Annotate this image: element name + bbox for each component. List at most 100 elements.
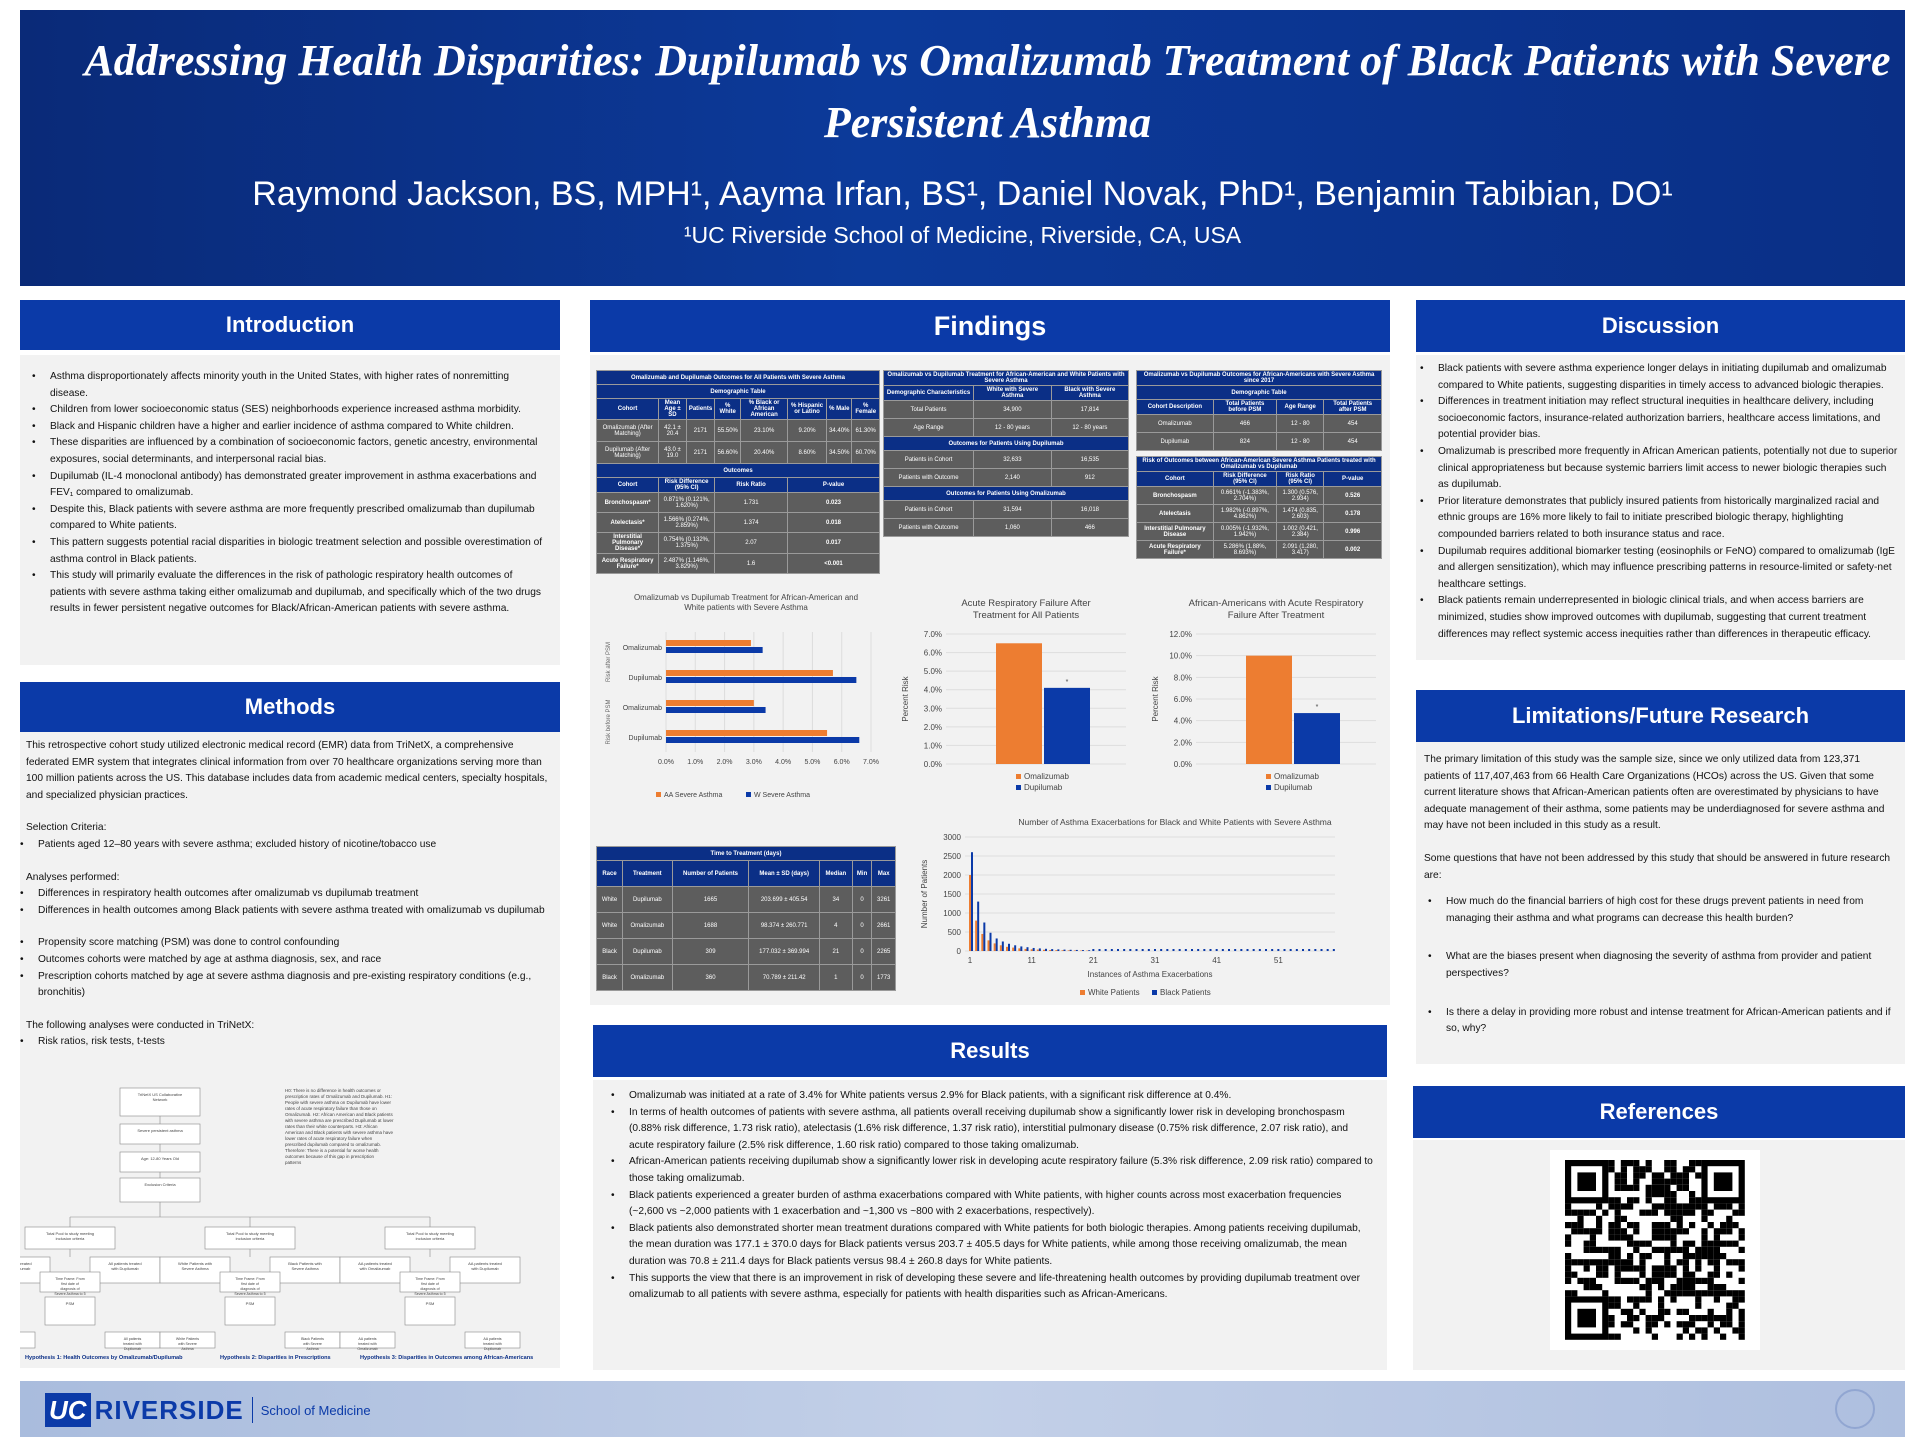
qr-module xyxy=(1620,1184,1627,1191)
question-item: What are the biases present when diagnos… xyxy=(1424,949,1897,982)
qr-module xyxy=(1695,1172,1702,1179)
qr-module xyxy=(1608,1160,1615,1167)
qr-module xyxy=(1614,1253,1621,1260)
qr-module xyxy=(1620,1308,1627,1315)
methods-more-item: Outcomes cohorts were matched by age at … xyxy=(16,952,554,969)
analyses-item: Differences in respiratory health outcom… xyxy=(16,886,554,903)
methods-heading: Methods xyxy=(20,682,560,732)
ucr-logo-riverside: RIVERSIDE xyxy=(94,1394,244,1425)
results-list: Omalizumab was initiated at a rate of 3.… xyxy=(593,1080,1387,1304)
qr-module xyxy=(1583,1240,1590,1247)
qr-module xyxy=(1682,1277,1689,1284)
qr-module xyxy=(1732,1290,1739,1297)
qr-module xyxy=(1664,1197,1671,1204)
qr-module xyxy=(1689,1197,1696,1204)
table-row: Omalizumab (After Matching) 42.1 ± 20.4 21… xyxy=(595,419,880,442)
bar-black xyxy=(1209,949,1212,951)
qr-module xyxy=(1639,1296,1646,1303)
limitations-p2: Some questions that have not been addres… xyxy=(1424,852,1891,881)
table-cell: Omalizumab xyxy=(1136,414,1214,433)
table-title: Demographic Table xyxy=(1136,385,1382,400)
qr-module xyxy=(1577,1277,1584,1284)
table-row: Acute Respiratory Failure* 5.286% (1.88%,… xyxy=(1136,540,1382,559)
table-cell: Acute Respiratory Failure* xyxy=(1136,540,1214,559)
qr-module xyxy=(1676,1215,1683,1222)
bar-white xyxy=(1067,950,1070,951)
table-cell: Atelectasis* xyxy=(595,512,660,533)
qr-module xyxy=(1713,1315,1720,1322)
bar-black xyxy=(1063,949,1066,951)
flow-severe xyxy=(119,1123,201,1145)
table-cell: P-value xyxy=(1323,471,1382,487)
qr-module xyxy=(1620,1228,1627,1235)
qr-module xyxy=(1627,1296,1634,1303)
qr-module xyxy=(1726,1228,1733,1235)
limitations-p1: The primary limitation of this study was… xyxy=(1424,754,1885,832)
table-cell: Omalizumab xyxy=(622,964,673,991)
qr-module xyxy=(1658,1222,1665,1229)
chart-title: Acute Respiratory Failure After Treatment… xyxy=(961,598,1090,621)
flow-timeframe-1 xyxy=(39,1271,101,1293)
bar-white xyxy=(1073,950,1076,951)
qr-code-box[interactable] xyxy=(1550,1150,1760,1350)
qr-module xyxy=(1682,1259,1689,1266)
qr-module xyxy=(1639,1265,1646,1272)
x-tick-label: 7.0% xyxy=(863,759,879,766)
qr-module xyxy=(1738,1308,1745,1315)
qr-module xyxy=(1596,1222,1603,1229)
bar-black xyxy=(1104,949,1107,951)
chart-bg xyxy=(915,815,1385,1005)
flow-cohort-right-2 xyxy=(269,1256,341,1284)
qr-module xyxy=(1639,1271,1646,1278)
qr-module xyxy=(1664,1160,1671,1167)
table-title: Omalizumab vs Dupilumab Treatment for Af… xyxy=(883,370,1129,386)
methods-intro: This retrospective cohort study utilized… xyxy=(26,740,548,801)
bar-black xyxy=(1020,946,1023,951)
chart-title: Number of Asthma Exacerbations for Black… xyxy=(1018,817,1332,827)
table-row: Black Dupilumab 309 177.032 ± 369.994 21 0 226… xyxy=(595,938,896,965)
table-row: Patients with Outcome 2,140 912 xyxy=(882,468,1130,487)
y-tick-label: 4.0% xyxy=(1174,717,1192,726)
table-cell: 20.40% xyxy=(740,441,788,464)
legend-label: W Severe Asthma xyxy=(754,792,810,799)
qr-module xyxy=(1571,1209,1578,1216)
table-cell: 34 xyxy=(818,886,853,913)
qr-module xyxy=(1682,1327,1689,1334)
qr-module xyxy=(1565,1203,1572,1210)
table-cell: 21 xyxy=(818,938,853,965)
table-cell: 454 xyxy=(1323,432,1382,451)
table-cell: Patients with Outcome xyxy=(882,468,975,487)
qr-module xyxy=(1633,1277,1640,1284)
table-cell: Black with Severe Asthma xyxy=(1050,385,1130,401)
discussion-list: Black patients with severe asthma experi… xyxy=(1416,355,1905,643)
bar-black xyxy=(1271,949,1274,951)
qr-module xyxy=(1720,1321,1727,1328)
qr-module xyxy=(1682,1166,1689,1173)
table-cell: Patients xyxy=(685,398,716,420)
qr-module xyxy=(1713,1290,1720,1297)
qr-module xyxy=(1645,1197,1652,1204)
table-cell: 1.474 (0.835, 2.603) xyxy=(1276,504,1325,523)
qr-module xyxy=(1658,1184,1665,1191)
bar-black xyxy=(1320,949,1323,951)
qr-module xyxy=(1664,1265,1671,1272)
table-cell: Interstitial Pulmonary Disease xyxy=(1136,522,1214,541)
flow-top-label: TriNetX US Collaborative Network xyxy=(138,1092,183,1102)
qr-module xyxy=(1583,1246,1590,1253)
bar-black xyxy=(1147,949,1150,951)
table-title: Outcomes xyxy=(596,463,880,478)
flow-result-left-3-label: AA patients treated with Omalizumab xyxy=(357,1337,377,1351)
qr-module xyxy=(1720,1240,1727,1247)
qr-module xyxy=(1614,1333,1621,1340)
qr-module xyxy=(1658,1234,1665,1241)
qr-module xyxy=(1726,1215,1733,1222)
qr-module xyxy=(1726,1222,1733,1229)
bar-black xyxy=(1289,949,1292,951)
table-cell: 1.374 xyxy=(714,512,788,533)
table-cell: Patients with Outcome xyxy=(882,518,975,537)
qr-module xyxy=(1614,1172,1621,1179)
qr-module xyxy=(1701,1290,1708,1297)
discussion-bullet-item: Black patients remain underrepresented i… xyxy=(1416,593,1899,643)
discussion-bullet-item: Black patients with severe asthma experi… xyxy=(1416,361,1899,394)
bar-white xyxy=(987,940,990,951)
